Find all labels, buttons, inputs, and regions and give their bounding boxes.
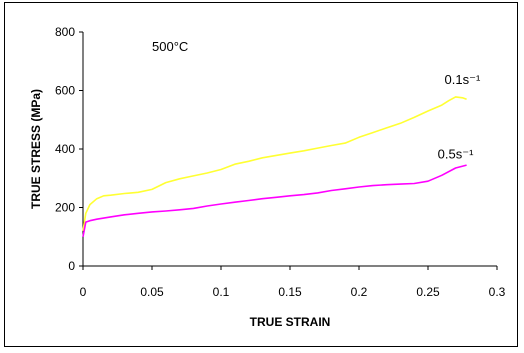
x-tick-label: 0 [80,285,87,299]
chart-lines [82,96,467,237]
annotation-2: 0.1s⁻¹ [445,72,481,87]
x-tick-label: 0.25 [416,285,440,299]
x-tick-label: 0.2 [351,285,368,299]
series-line-2 [82,164,467,237]
annotation-1: 500°C [152,39,188,54]
series-line-1 [82,96,467,232]
y-tick-label: 400 [55,142,75,156]
x-axis-title: TRUE STRAIN [250,315,331,329]
y-tick-label: 800 [55,25,75,39]
x-tick-label: 0.15 [278,285,302,299]
x-tick-label: 0.3 [489,285,506,299]
x-tick-label: 0.05 [140,285,164,299]
annotation-3: 0.5s⁻¹ [438,146,474,161]
y-axis-title: TRUE STRESS (MPa) [29,89,43,209]
y-tick-label: 0 [68,259,75,273]
y-tick-label: 200 [55,201,75,215]
y-tick-label: 600 [55,84,75,98]
chart-frame [4,2,518,347]
chart-labels: 0 200 400 600 800 0 0.05 0.1 0.15 0.2 0.25 0.3 TRUE … [29,25,506,329]
chart-axes [79,31,498,270]
x-tick-label: 0.1 [213,285,230,299]
